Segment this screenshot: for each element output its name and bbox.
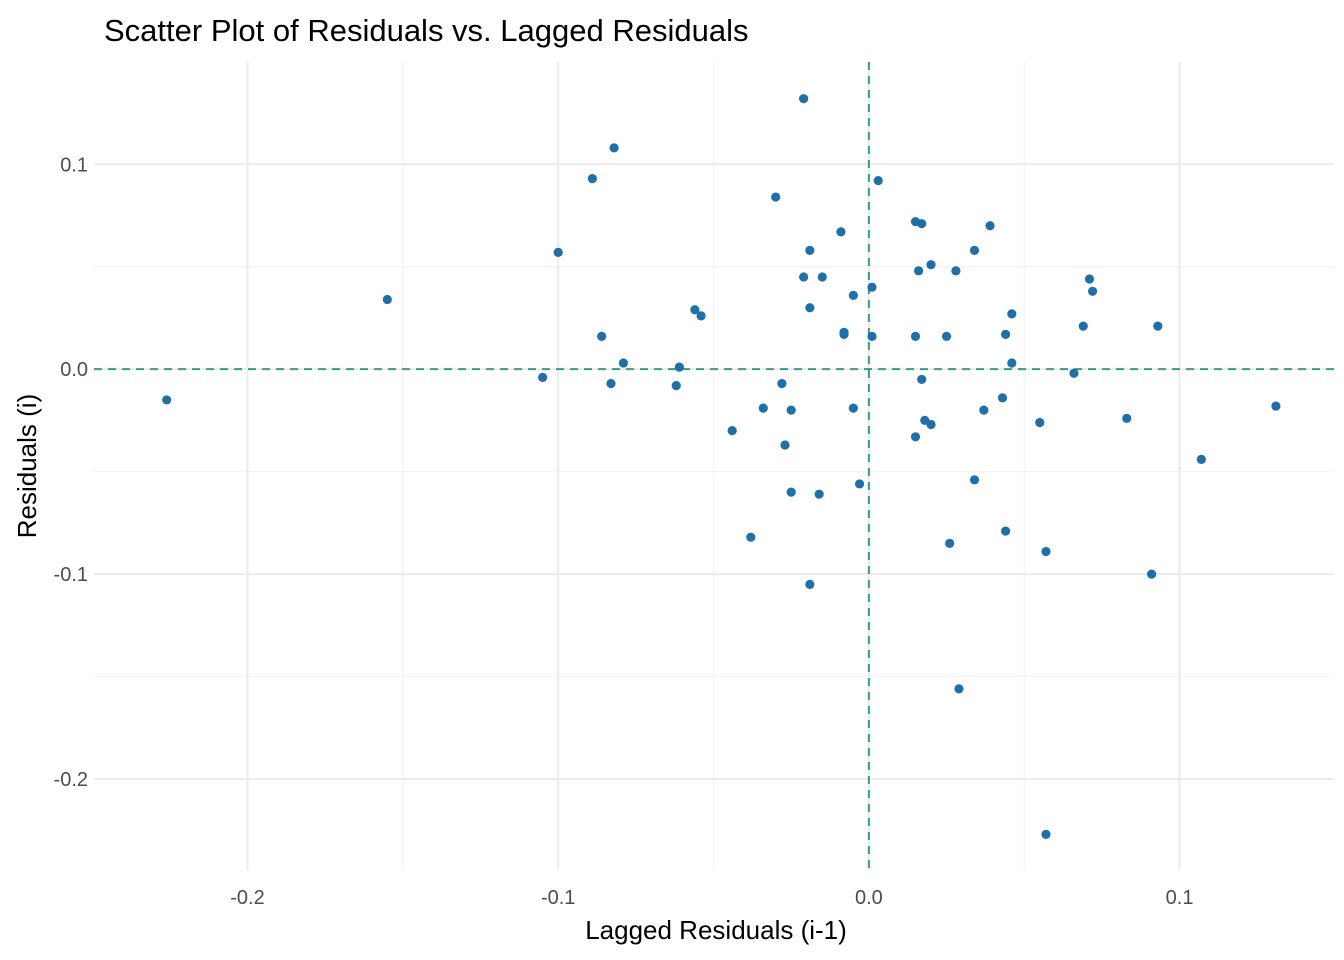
data-point	[786, 405, 796, 415]
y-tick-label: -0.1	[54, 564, 88, 586]
data-point	[1122, 413, 1132, 423]
data-points	[162, 94, 1281, 839]
y-axis-title: Residuals (i)	[12, 394, 42, 539]
y-axis-ticks: -0.2 -0.1 0.0 0.1	[54, 154, 88, 791]
data-point	[1041, 829, 1051, 839]
data-point	[873, 176, 883, 186]
data-point	[839, 327, 849, 337]
data-point	[780, 440, 790, 450]
data-point	[848, 290, 858, 301]
data-point	[805, 245, 815, 255]
data-point	[799, 94, 809, 104]
data-point	[690, 305, 700, 315]
data-point	[917, 219, 927, 229]
data-point	[951, 266, 961, 276]
data-point	[746, 532, 756, 542]
data-point	[954, 684, 964, 694]
data-point	[1078, 321, 1088, 331]
data-point	[696, 311, 706, 321]
data-point	[926, 260, 936, 270]
data-point	[1069, 368, 1079, 378]
data-point	[913, 266, 924, 276]
data-point	[538, 372, 548, 382]
data-point	[979, 405, 989, 415]
data-point	[969, 245, 980, 255]
data-point	[1000, 329, 1011, 339]
data-point	[1000, 526, 1011, 536]
data-point	[1153, 321, 1163, 331]
data-point	[945, 538, 955, 548]
x-tick-label: -0.1	[541, 887, 575, 909]
data-point	[609, 143, 619, 153]
x-axis-title: Lagged Residuals (i-1)	[585, 915, 847, 945]
data-point	[1196, 454, 1206, 464]
data-point	[941, 331, 952, 341]
data-point	[917, 374, 927, 385]
data-point	[799, 272, 809, 282]
data-point	[758, 403, 768, 413]
data-point	[814, 489, 824, 499]
data-point	[926, 419, 936, 430]
x-axis-ticks: -0.2 -0.1 0.0 0.1	[230, 887, 1193, 909]
data-point	[606, 378, 616, 389]
data-point	[1147, 569, 1157, 579]
chart-title: Scatter Plot of Residuals vs. Lagged Res…	[104, 13, 748, 48]
data-point	[671, 380, 681, 391]
data-point	[817, 272, 827, 282]
data-point	[162, 395, 172, 405]
data-point	[854, 479, 865, 489]
reference-lines	[94, 62, 1334, 870]
data-point	[597, 331, 607, 341]
data-point	[1084, 274, 1095, 284]
data-point	[553, 247, 563, 257]
minor-gridlines	[94, 62, 1334, 870]
data-point	[985, 221, 995, 231]
data-point	[382, 294, 392, 305]
data-point	[618, 358, 629, 368]
data-point	[1007, 358, 1017, 368]
data-point	[786, 487, 796, 497]
y-tick-label: 0.0	[60, 359, 88, 381]
data-point	[805, 303, 815, 313]
data-point	[1041, 546, 1051, 557]
data-point	[777, 378, 787, 389]
data-point	[997, 393, 1008, 403]
y-tick-label: -0.2	[54, 769, 88, 791]
data-point	[805, 579, 815, 589]
x-tick-label: 0.1	[1166, 887, 1194, 909]
data-point	[867, 331, 877, 341]
x-tick-label: 0.0	[855, 887, 883, 909]
data-point	[910, 331, 921, 341]
data-point	[836, 227, 846, 237]
data-point	[1087, 286, 1098, 296]
data-point	[969, 475, 980, 485]
x-tick-label: -0.2	[230, 887, 264, 909]
data-point	[771, 192, 781, 202]
data-point	[867, 282, 877, 292]
data-point	[1035, 417, 1045, 428]
data-point	[727, 426, 737, 436]
data-point	[1271, 401, 1281, 411]
y-tick-label: 0.1	[60, 154, 88, 176]
data-point	[674, 362, 684, 372]
data-point	[1007, 309, 1017, 319]
data-point	[848, 403, 858, 413]
data-point	[587, 173, 597, 184]
data-point	[910, 432, 921, 442]
